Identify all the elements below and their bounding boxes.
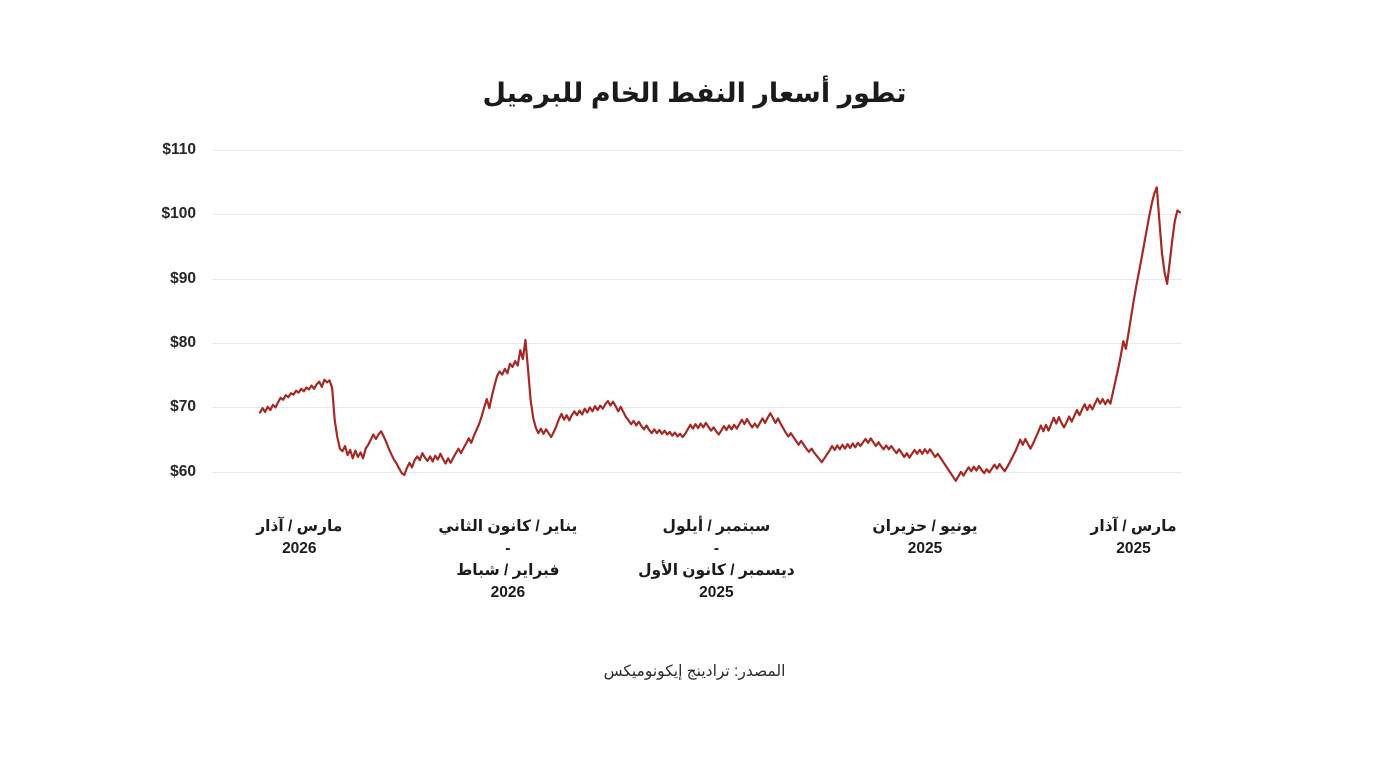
x-axis-tick-text: - — [505, 540, 511, 557]
y-axis: $110 $100 $90 $80 $70 $60 — [0, 141, 204, 504]
x-axis-tick-year: 2025 — [907, 540, 943, 557]
x-axis-tick-year: 2026 — [282, 540, 317, 557]
source-note: المصدر: ترادينج إيكونوميكس — [603, 663, 786, 680]
x-axis-tick-label: يناير / كانون الثاني - فبراير / شباط 2026 — [438, 516, 577, 604]
x-axis-tick-text: مارس / آذار — [256, 518, 343, 535]
price-line-series — [212, 150, 1182, 504]
x-axis-tick-text: ديسمبر / كانون الأول — [638, 562, 795, 579]
x-axis-tick-text: مارس / آذار — [1090, 518, 1177, 535]
y-axis-tick-label: $60 — [170, 462, 196, 480]
x-axis-tick-text: - — [713, 540, 719, 557]
y-axis-tick-label: $110 — [162, 141, 196, 158]
x-axis-tick-year: 2025 — [1116, 540, 1151, 557]
y-axis-tick-label: $100 — [161, 205, 196, 223]
x-axis-tick-label: يونيو / حزيران 2025 — [872, 516, 977, 560]
y-axis-tick-label: $80 — [170, 334, 196, 352]
x-axis-tick-label: مارس / آذار 2025 — [1090, 516, 1176, 560]
x-axis-tick-text: يناير / كانون الثاني — [438, 518, 578, 535]
y-axis-tick-label: $90 — [170, 269, 196, 287]
x-axis-tick-year: 2026 — [490, 584, 526, 601]
y-axis-tick-label: $70 — [170, 398, 196, 416]
x-axis-tick-label: سبتمبر / أيلول - ديسمبر / كانون الأول 2025 — [638, 516, 795, 604]
x-axis-tick-year: 2025 — [699, 584, 734, 601]
x-axis-tick-text: فبراير / شباط — [456, 562, 560, 579]
chart-title: تطور أسعار النفط الخام للبرميل — [482, 78, 907, 108]
x-axis-tick-text: يونيو / حزيران — [872, 518, 978, 535]
x-axis-tick-label: مارس / آذار 2026 — [256, 516, 342, 560]
crude-oil-price-path — [260, 187, 1180, 481]
x-axis-tick-text: سبتمبر / أيلول — [662, 518, 771, 535]
plot-area — [212, 150, 1182, 504]
x-axis: مارس / آذار 2025 يونيو / حزيران 2025 سبتمبر … — [212, 516, 1182, 646]
